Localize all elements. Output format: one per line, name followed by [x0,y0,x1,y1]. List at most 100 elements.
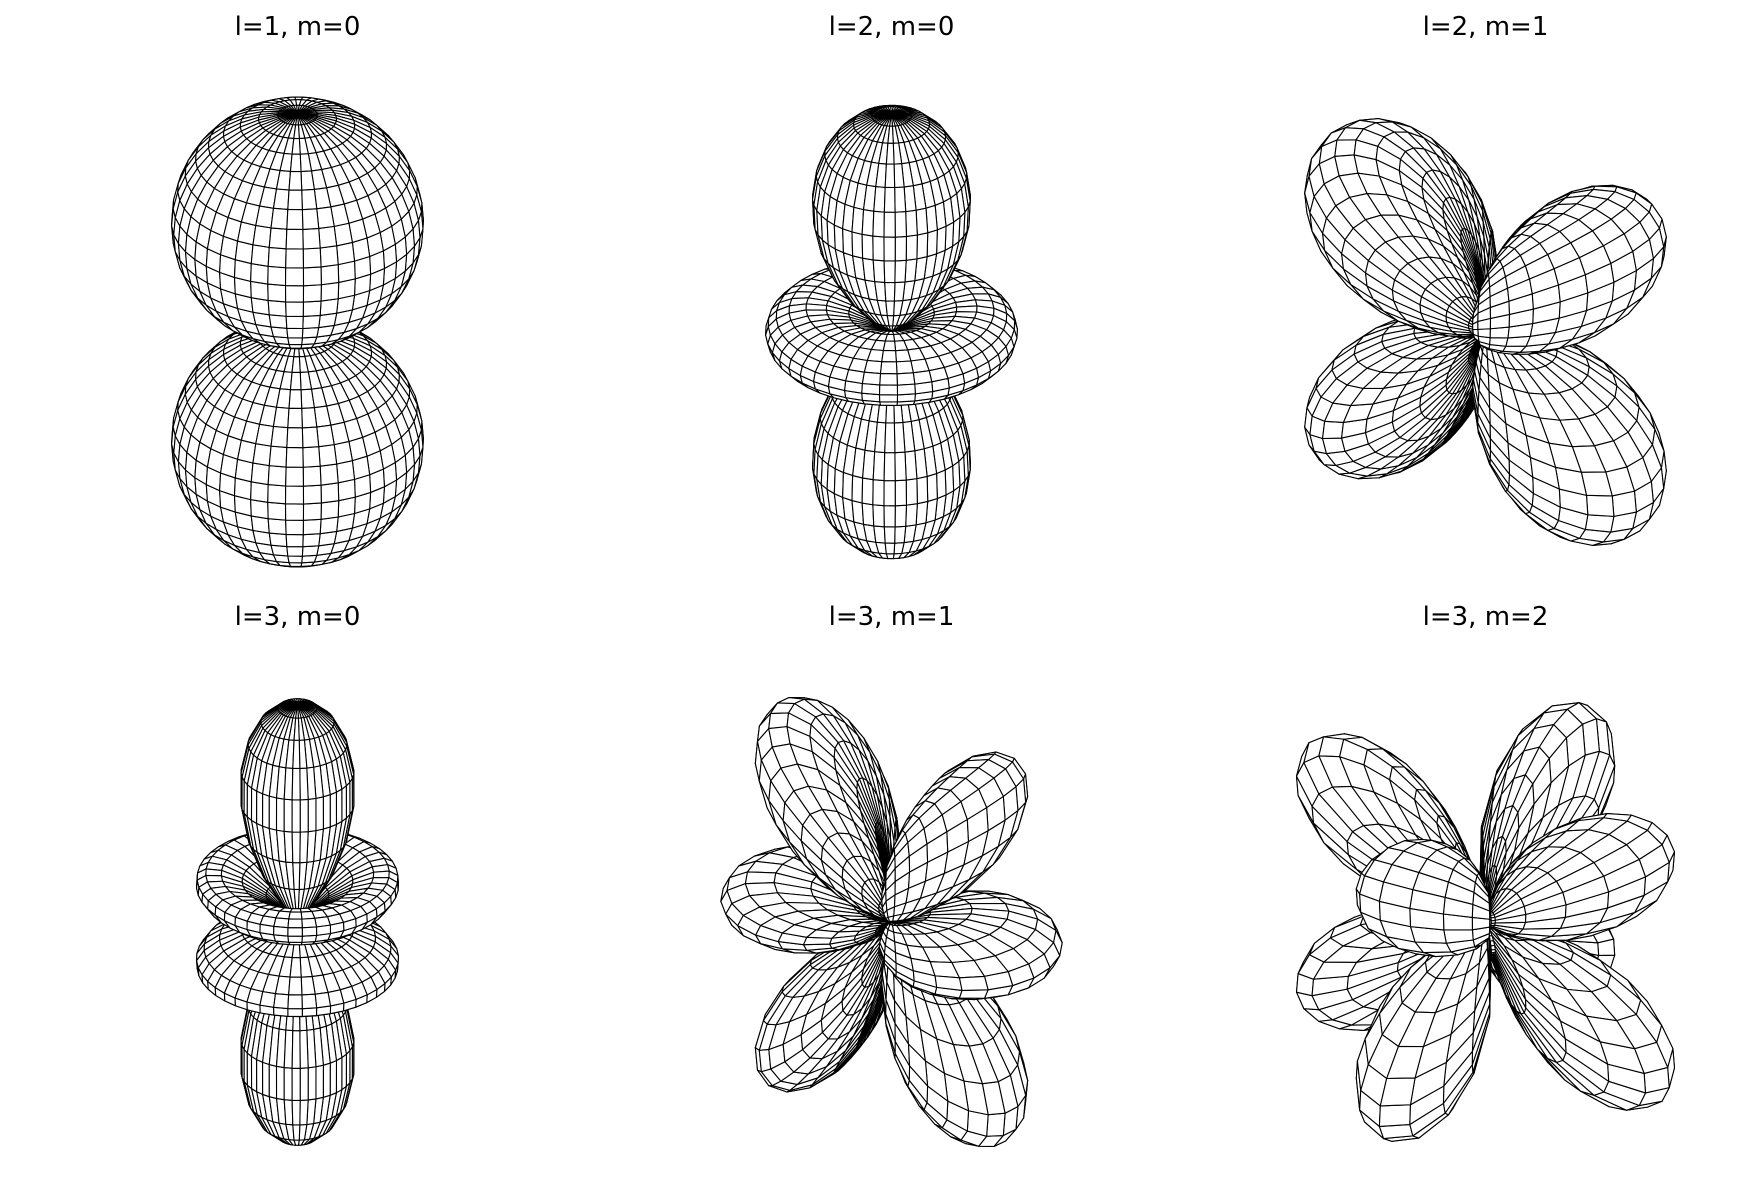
mesh-face [884,422,896,454]
mesh-face [302,227,321,250]
mesh-face [882,340,897,352]
panel-title: l=1, m=0 [234,12,361,42]
mesh-face [272,188,290,211]
mesh-face [320,264,340,286]
mesh-face [955,305,978,313]
mesh-face [301,188,318,211]
mesh-face [878,384,899,396]
mesh-face [894,525,907,544]
mesh-face [884,163,896,189]
mesh-face [302,247,322,269]
mesh-face [916,232,929,260]
mesh-face [287,337,303,346]
mesh-face [885,300,895,317]
mesh-face [267,465,287,487]
mesh-face [302,533,321,548]
mesh-face [250,462,270,486]
mesh-face [885,553,895,560]
mesh-face [861,371,882,386]
mesh-face [285,446,304,468]
mesh-face [320,281,340,302]
mesh-face [861,477,874,506]
mesh-face [861,233,874,261]
mesh-face [286,545,304,557]
mesh-face [883,526,896,544]
mesh-face [861,209,875,237]
mesh-face [284,285,305,303]
mesh-face [905,503,918,527]
mesh-face [286,208,304,230]
mesh-face [301,426,320,449]
mesh-face [833,224,844,254]
mesh-face [863,359,883,375]
mesh-face [1584,514,1615,533]
mesh-face [285,301,304,318]
mesh-face [285,315,304,330]
mesh-face [319,245,339,268]
mesh-face [268,445,288,468]
mesh-face [286,327,304,339]
mesh-face [252,224,272,248]
mesh-face [318,444,338,467]
mesh-face [894,504,908,528]
mesh-face [301,326,320,339]
mesh-face [319,463,339,486]
mesh-face [301,545,320,557]
mesh-face [872,259,886,284]
mesh-face [894,451,907,482]
mesh-face [894,186,907,213]
mesh-face [861,502,875,527]
mesh-face [302,266,322,287]
mesh-face [285,519,304,536]
mesh-face [302,284,322,303]
mesh-face [873,525,886,544]
mesh-face [333,440,353,465]
mesh-face [894,259,907,284]
mesh-face [250,481,269,503]
mesh-face [284,267,305,287]
panel-l2-m1: l=2, m=1 [1194,0,1750,592]
mesh-face [873,186,886,213]
mesh-face [915,500,929,526]
mesh-face [255,205,275,229]
mesh-face [288,389,303,410]
mesh-face [872,479,885,507]
mesh-face [284,503,305,521]
mesh-face [894,479,908,507]
surface-mesh [765,104,1018,560]
mesh-face [1429,356,1458,377]
mesh-face [268,314,288,329]
mesh-face [915,207,929,236]
mesh-face [250,263,269,285]
mesh-face [881,349,897,363]
mesh-face [267,518,287,536]
mesh-face [926,472,938,503]
mesh-face [268,532,288,548]
mesh-face [316,206,335,230]
surface-plot [1304,118,1667,546]
mesh-face [842,471,854,502]
mesh-face [916,475,929,505]
mesh-face [883,480,896,507]
mesh-face [905,209,918,238]
mesh-face [302,502,322,521]
mesh-face [286,427,304,449]
mesh-face [905,478,918,506]
mesh-face [300,170,315,191]
mesh-face [883,236,896,262]
mesh-face [252,443,272,467]
mesh-face [884,281,896,302]
mesh-face [896,383,916,396]
panel-title: l=2, m=0 [828,12,955,42]
mesh-face [302,518,322,536]
mesh-face [267,501,287,521]
mesh-face [287,189,303,211]
mesh-face [872,235,885,262]
mesh-face [289,153,302,173]
mesh-face [884,333,896,342]
mesh-face [267,483,287,505]
mesh-face [302,446,321,468]
mesh-face [905,234,918,261]
mesh-face [896,372,916,386]
